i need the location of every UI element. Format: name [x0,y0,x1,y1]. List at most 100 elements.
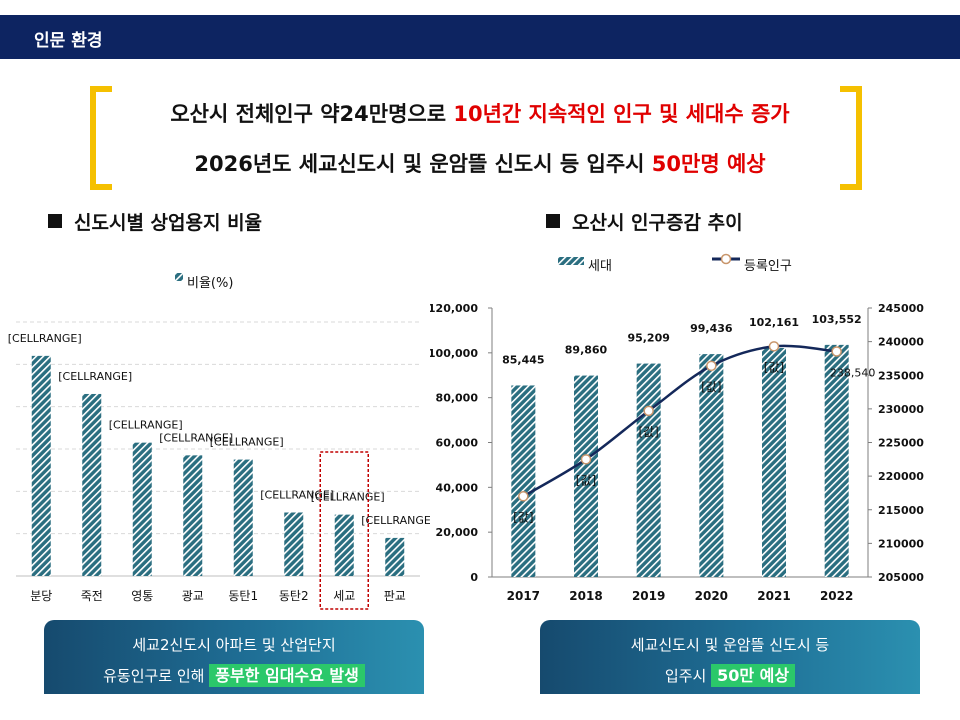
square-bullet-icon [48,214,62,228]
headline-line-1-emphasis: 10년간 지속적인 인구 및 세대수 증가 [453,102,790,126]
right-tick-label: 205000 [878,571,924,584]
household-value-label: 103,552 [812,313,862,326]
bar [233,459,253,576]
population-marker [518,491,529,502]
bar [334,514,354,576]
data-label: [CELLRANGE] [8,332,82,345]
population-value-label: [값] [576,473,596,487]
left-tick-label: 100,000 [430,347,478,360]
left-bracket-decoration [90,86,112,190]
category-label: 동탄2 [279,589,309,603]
left-callout-highlight: 풍부한 임대수요 발생 [209,664,365,687]
right-tick-label: 215000 [878,504,924,517]
household-value-label: 95,209 [627,332,669,345]
data-label: [CELLRANGE] [361,514,430,527]
data-label: [CELLRANGE] [311,491,385,504]
headline-line-2-text: 2026년도 세교신도시 및 운암뜰 신도시 등 입주시 [194,152,652,176]
legend-swatch [175,273,183,281]
household-bar [574,375,598,577]
household-value-label: 89,860 [565,344,608,357]
data-label: [CELLRANGE] [260,489,334,502]
data-label: [CELLRANGE] [58,370,132,383]
legend-marker-population [720,253,732,265]
household-value-label: 85,445 [502,353,544,366]
year-label: 2019 [632,589,665,603]
square-bullet-icon [546,214,560,228]
left-tick-label: 0 [470,571,478,584]
right-section-title-text: 오산시 인구증감 추이 [572,212,743,234]
left-callout-line-1: 세교2신도시 아파트 및 산업단지 [132,636,336,654]
right-callout-line-1: 세교신도시 및 운암뜰 신도시 등 [630,636,830,654]
right-callout-highlight: 50만 예상 [711,664,796,687]
bar [284,512,304,576]
right-tick-label: 235000 [878,369,924,382]
left-callout-box: 세교2신도시 아파트 및 산업단지 유동인구로 인해 풍부한 임대수요 발생 [44,620,424,694]
data-label: [CELLRANGE] [159,431,233,444]
left-section-title: 신도시별 상업용지 비율 [48,208,262,235]
left-callout-line-2: 유동인구로 인해 풍부한 임대수요 발생 [44,662,424,687]
year-label: 2022 [820,589,853,603]
legend-label: 비율(%) [187,276,233,291]
category-label: 광교 [182,589,204,603]
legend-label-households: 세대 [588,259,612,274]
population-marker [831,346,842,357]
headline-line-2-emphasis: 50만명 예상 [651,152,766,176]
left-section-title-text: 신도시별 상업용지 비율 [74,212,263,234]
data-label: [CELLRANGE] [109,419,183,432]
population-value-label: [값] [764,360,784,374]
year-label: 2020 [695,589,728,603]
population-marker [580,454,592,465]
right-callout-prefix: 입주시 [664,667,712,685]
year-label: 2021 [757,589,790,603]
right-callout-box: 세교신도시 및 운암뜰 신도시 등 입주시 50만 예상 [540,620,920,694]
population-marker [643,405,654,417]
bar [385,537,405,576]
right-bracket-decoration [840,86,862,190]
right-tick-label: 230000 [878,403,924,416]
left-tick-label: 60,000 [436,437,479,450]
bar [31,355,51,576]
legend-swatch-households [558,257,584,265]
header-bar: 인문 환경 [0,15,960,59]
year-label: 2018 [569,589,602,603]
headline-line-2: 2026년도 세교신도시 및 운암뜰 신도시 등 입주시 50만명 예상 [110,148,850,178]
category-label: 세교 [333,589,355,603]
category-label: 분당 [30,589,52,603]
highlight-box [319,451,369,610]
right-tick-label: 220000 [878,470,924,483]
household-bar [824,344,849,577]
right-tick-label: 240000 [878,336,924,349]
population-value-label: [값] [701,380,721,394]
left-callout-prefix: 유동인구로 인해 [103,667,210,685]
right-section-title: 오산시 인구증감 추이 [546,208,743,235]
category-label: 동탄1 [228,589,258,603]
population-line [522,344,837,498]
right-tick-label: 245000 [878,302,924,315]
household-bar [762,347,786,577]
left-tick-label: 120,000 [430,302,478,315]
left-tick-label: 20,000 [436,526,479,539]
bar [183,455,203,576]
page-title: 인문 환경 [34,31,103,51]
population-value-label: [값] [513,510,533,524]
land-ratio-chart: 비율(%) [CELLRANGE] 분당 [CELLRANGE] 죽전 [CELLRANG… [8,273,430,610]
right-tick-label: 225000 [878,437,924,450]
population-value-label: 238,540 [830,366,876,379]
headline-line-1-text: 오산시 전체인구 약24만명으로 [170,102,454,126]
population-marker [706,360,717,372]
population-trend-chart: 세대 등록인구 0 20,000 40,000 60,000 80,000 100,000 12… [430,253,924,603]
household-bar [636,363,661,577]
household-bar [511,385,536,577]
household-value-label: 102,161 [749,316,799,329]
bar [132,442,152,576]
headline-line-1: 오산시 전체인구 약24만명으로 10년간 지속적인 인구 및 세대수 증가 [110,98,850,128]
household-bar [699,354,724,577]
category-label: 판교 [384,589,406,603]
left-tick-label: 40,000 [436,481,479,494]
population-marker [768,341,780,352]
year-label: 2017 [507,589,540,603]
category-label: 죽전 [81,589,103,603]
left-tick-label: 80,000 [436,392,479,405]
data-label: [CELLRANGE] [210,436,284,449]
right-callout-line-2: 입주시 50만 예상 [540,662,920,687]
